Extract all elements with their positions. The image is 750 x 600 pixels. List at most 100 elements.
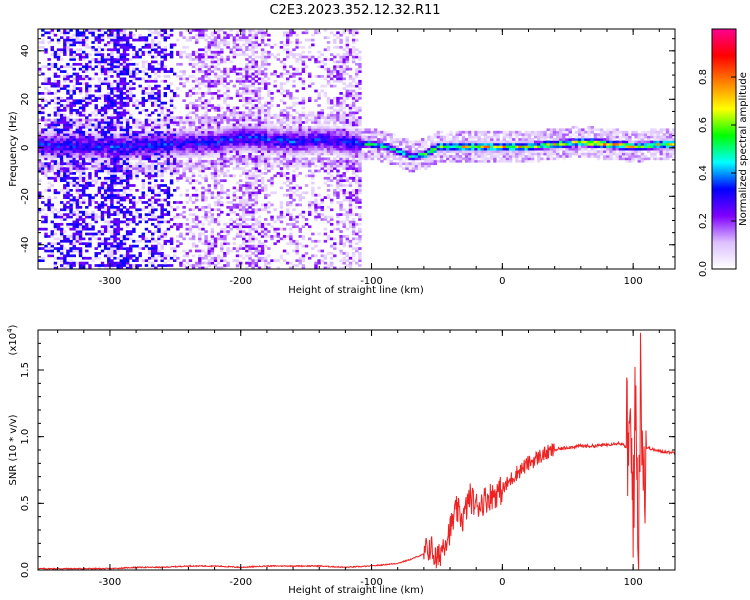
heatmap-cell [201,176,205,180]
heatmap-cell [53,106,58,110]
heatmap-cell [138,235,142,238]
heatmap-cell [88,184,92,187]
heatmap-cell [289,113,293,117]
heatmap-cell [289,142,293,146]
heatmap-cell [260,125,265,129]
heatmap-cell [286,157,290,161]
heatmap-cell [147,79,152,83]
heatmap-cell [160,104,164,107]
heatmap-cell [238,244,243,248]
heatmap-cell [151,94,155,98]
heatmap-cell [107,43,111,47]
heatmap-cell [47,235,51,238]
heatmap-cell [81,181,86,185]
heatmap-cell [260,140,265,144]
heatmap-cell [94,174,98,178]
heatmap-cell [207,210,211,214]
heatmap-cell [188,89,193,93]
heatmap-cell [207,184,211,187]
heatmap-cell [223,135,227,139]
heatmap-cell [201,48,205,52]
heatmap-cell [301,79,306,83]
heatmap-cell [267,162,271,166]
heatmap-cell [251,113,255,117]
heatmap-cell [107,116,111,119]
heatmap-cell [116,38,120,42]
heatmap-cell [213,82,218,86]
heatmap-cell [248,96,252,100]
heatmap-cell [78,237,83,241]
heatmap-cell [107,140,111,144]
heatmap-cell [276,128,281,132]
heatmap-cell [107,145,111,149]
heatmap-cell [41,201,45,204]
heatmap-cell [251,210,255,214]
heatmap-cell [110,230,114,233]
heatmap-cell [198,159,202,163]
heatmap-cell [107,198,111,202]
heatmap-cell [78,82,83,86]
heatmap-cell [88,60,92,64]
heatmap-cell [229,174,233,178]
heatmap-cell [38,227,42,231]
heatmap-cell [129,84,133,88]
heatmap-cell [289,162,293,166]
heatmap-cell [207,203,211,207]
heatmap-cell [264,164,268,168]
heatmap-cell [220,249,224,253]
heatmap-cell [160,140,164,144]
heatmap-cell [113,48,117,52]
heatmap-cell [301,101,306,105]
heatmap-cell [75,36,80,39]
heatmap-cell [97,264,102,267]
heatmap-cell [78,167,83,170]
heatmap-cell [119,125,124,129]
heatmap-cell [41,162,45,166]
heatmap-cell [282,157,287,161]
heatmap-cell [119,53,124,56]
heatmap-cell [94,142,98,146]
heatmap-cell [307,201,312,204]
heatmap-cell [270,150,274,153]
heatmap-cell [238,135,243,139]
heatmap-cell [223,33,227,37]
heatmap-cell [257,99,262,103]
heatmap-cell [229,133,233,136]
heatmap-cell [38,259,42,263]
heatmap-cell [72,92,76,95]
heatmap-cell [295,72,299,76]
heatmap-cell [103,254,108,258]
heatmap-cell [119,174,124,178]
heatmap-cell [245,225,249,229]
heatmap-cell [220,256,224,260]
heatmap-cell [248,152,252,156]
heatmap-cell [69,43,73,47]
heatmap-cell [91,142,95,146]
heatmap-cell [107,264,111,267]
heatmap-cell [194,150,199,153]
heatmap-cell [147,189,152,192]
heatmap-cell [210,82,215,86]
heatmap-cell [207,135,211,139]
heatmap-cell [213,239,218,243]
heatmap-cell [103,142,108,146]
heatmap-cell [138,215,142,219]
heatmap-cell [141,123,146,127]
heatmap-cell [135,222,139,226]
heatmap-cell [47,208,51,212]
heatmap-cell [138,213,142,216]
heatmap-cell [163,220,168,224]
heatmap-cell [69,181,73,185]
heatmap-cell [286,167,290,170]
heatmap-cell [129,152,133,156]
heatmap-cell [254,128,259,132]
heatmap-cell [63,205,67,209]
heatmap-cell [103,106,108,110]
heatmap-cell [50,135,54,139]
heatmap-cell [119,104,124,107]
heatmap-cell [160,60,164,64]
heatmap-cell [103,181,108,185]
heatmap-cell [69,113,73,117]
heatmap-cell [97,242,102,246]
heatmap-cell [298,123,302,127]
